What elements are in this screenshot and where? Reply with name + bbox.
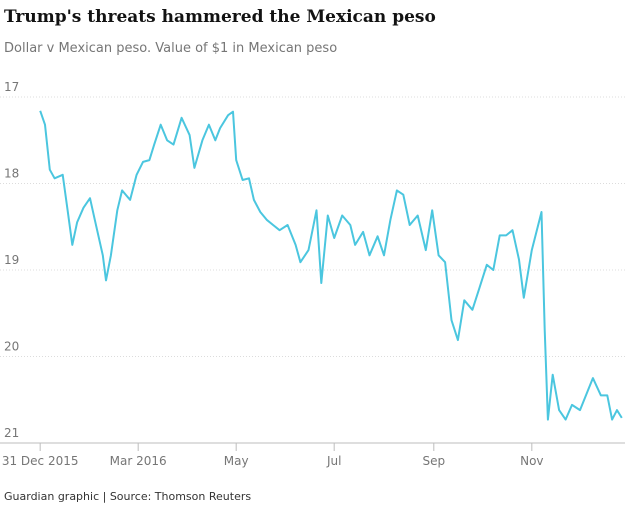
series-line [39, 110, 623, 421]
x-tick-label: May [224, 454, 249, 468]
y-tick-label: 17 [4, 80, 19, 94]
y-tick-label: 20 [4, 340, 19, 354]
chart-title: Trump's threats hammered the Mexican pes… [4, 7, 436, 27]
x-tick-label: Sep [422, 454, 445, 468]
x-tick-label: Jul [326, 454, 341, 468]
y-tick-label: 21 [4, 426, 19, 440]
y-tick-label: 19 [4, 253, 19, 267]
x-tick-label: Mar 2016 [110, 454, 167, 468]
y-tick-label: 18 [4, 167, 19, 181]
chart-subtitle: Dollar v Mexican peso. Value of $1 in Me… [4, 41, 337, 56]
x-tick-label: 31 Dec 2015 [2, 454, 79, 468]
source-note: Guardian graphic | Source: Thomson Reute… [4, 490, 251, 503]
x-tick-label: Nov [520, 454, 543, 468]
